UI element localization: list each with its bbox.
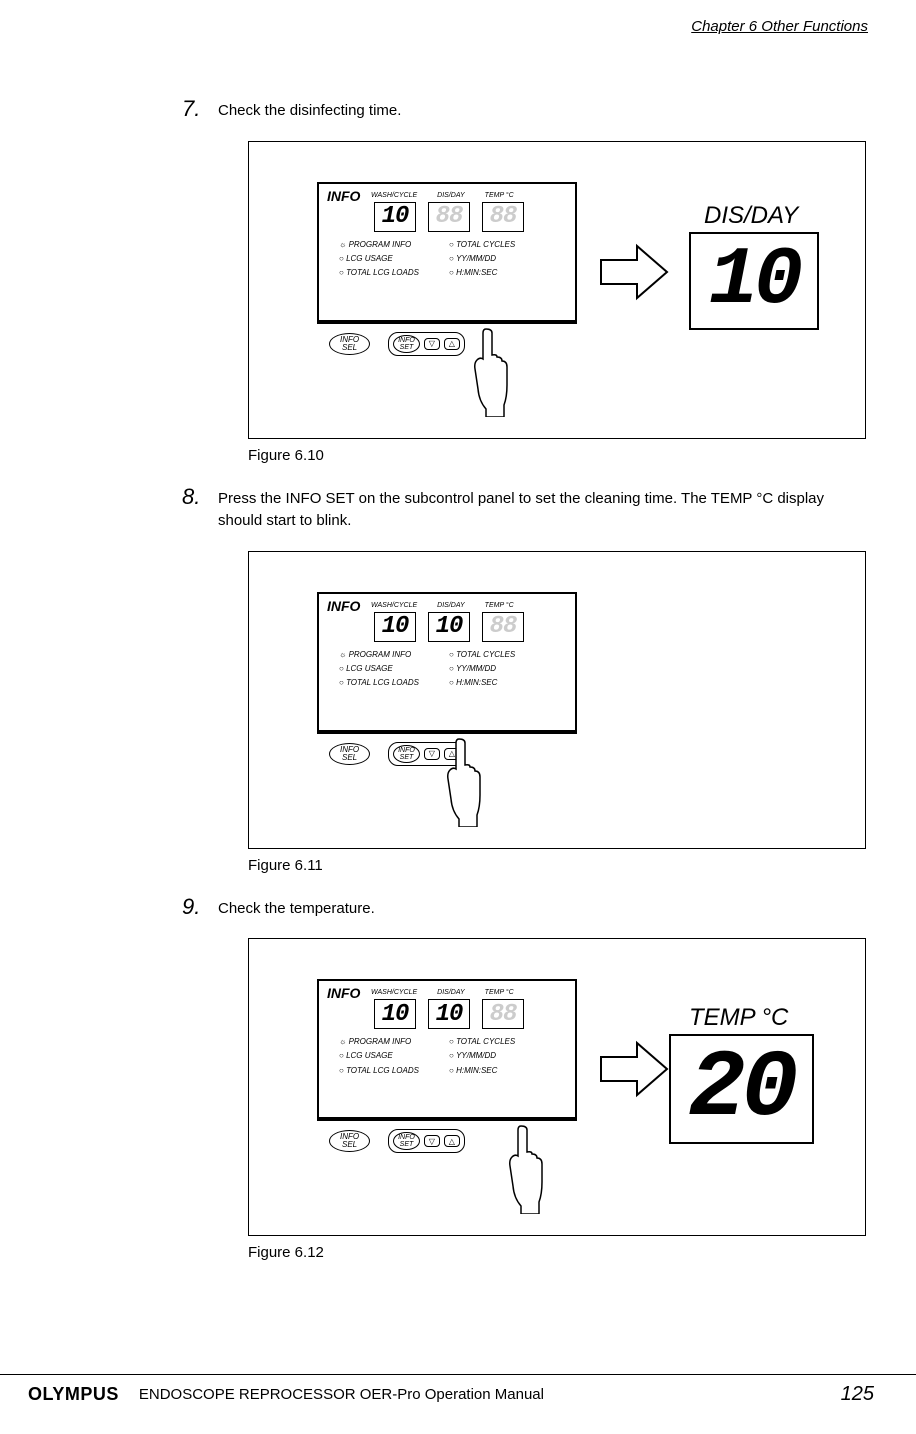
callout-display: 20 xyxy=(669,1034,814,1144)
column-label: WASH/CYCLE xyxy=(371,602,417,609)
menu-item: TOTAL CYCLES xyxy=(449,648,515,662)
info-set-button[interactable]: INFOSET xyxy=(393,335,420,353)
column-label: WASH/CYCLE xyxy=(371,192,417,199)
menu-item: PROGRAM INFO xyxy=(339,648,449,662)
menu-item: H:MIN:SEC xyxy=(449,1064,497,1078)
step-text: Check the temperature. xyxy=(218,898,870,921)
callout-label: DIS/DAY xyxy=(704,202,798,230)
menu-item: YY/MM/DD xyxy=(449,662,496,676)
column-label: WASH/CYCLE xyxy=(371,989,417,996)
column-label: DIS/DAY xyxy=(437,602,465,609)
callout-label: TEMP °C xyxy=(689,1004,788,1032)
finger-icon xyxy=(472,327,508,417)
chapter-header: Chapter 6 Other Functions xyxy=(691,18,868,35)
finger-icon xyxy=(507,1124,543,1214)
down-button[interactable]: ▽ xyxy=(424,338,440,350)
step-number: 9. xyxy=(182,894,200,920)
menu-item: YY/MM/DD xyxy=(449,1049,496,1063)
step-text: Check the disinfecting time. xyxy=(218,100,870,123)
menu-item: LCG USAGE xyxy=(339,1049,449,1063)
menu-item: PROGRAM INFO xyxy=(339,238,449,252)
step-number: 7. xyxy=(182,96,200,122)
step: 7.Check the disinfecting time.INFOWASH/C… xyxy=(210,100,870,464)
info-label: INFO xyxy=(327,188,360,204)
callout-display: 10 xyxy=(689,232,819,330)
menu-item: YY/MM/DD xyxy=(449,252,496,266)
menu-list: PROGRAM INFOTOTAL CYCLESLCG USAGEYY/MM/D… xyxy=(339,648,515,691)
menu-list: PROGRAM INFOTOTAL CYCLESLCG USAGEYY/MM/D… xyxy=(339,1035,515,1078)
column-label: TEMP °C xyxy=(485,192,514,199)
menu-item: H:MIN:SEC xyxy=(449,266,497,280)
step: 9.Check the temperature.INFOWASH/CYCLEDI… xyxy=(210,898,870,1262)
info-sel-button[interactable]: INFOSEL xyxy=(329,743,370,765)
figure-box: INFO WASH/CYCLE DIS/DAY TEMP °C 10 88 88 PROGRA… xyxy=(248,141,866,439)
lcd-screen: INFO WASH/CYCLE DIS/DAY TEMP °C 10 10 88 PROGRA… xyxy=(317,592,577,732)
info-label: INFO xyxy=(327,985,360,1001)
arrow-icon xyxy=(599,242,669,302)
info-label: INFO xyxy=(327,598,360,614)
figure-caption: Figure 6.12 xyxy=(248,1244,870,1261)
figure-caption: Figure 6.10 xyxy=(248,447,870,464)
menu-item: TOTAL LCG LOADS xyxy=(339,1064,449,1078)
down-button[interactable]: ▽ xyxy=(424,748,440,760)
column-label: DIS/DAY xyxy=(437,989,465,996)
step-text: Press the INFO SET on the subcontrol pan… xyxy=(218,488,870,533)
menu-item: LCG USAGE xyxy=(339,252,449,266)
up-button[interactable]: △ xyxy=(444,1135,460,1147)
lcd-screen: INFO WASH/CYCLE DIS/DAY TEMP °C 10 88 88 PROGRA… xyxy=(317,182,577,322)
seven-segment-display: 88 xyxy=(482,202,524,232)
menu-item: TOTAL CYCLES xyxy=(449,238,515,252)
up-button[interactable]: △ xyxy=(444,338,460,350)
menu-item: H:MIN:SEC xyxy=(449,676,497,690)
seven-segment-display: 10 xyxy=(428,612,470,642)
seven-segment-display: 10 xyxy=(374,612,416,642)
menu-item: TOTAL LCG LOADS xyxy=(339,676,449,690)
menu-item: PROGRAM INFO xyxy=(339,1035,449,1049)
figure-caption: Figure 6.11 xyxy=(248,857,870,874)
seven-segment-display: 88 xyxy=(428,202,470,232)
seven-segment-display: 10 xyxy=(428,999,470,1029)
menu-item: LCG USAGE xyxy=(339,662,449,676)
seven-segment-display: 88 xyxy=(482,999,524,1029)
column-label: TEMP °C xyxy=(485,989,514,996)
page-number: 125 xyxy=(841,1383,874,1406)
down-button[interactable]: ▽ xyxy=(424,1135,440,1147)
info-sel-button[interactable]: INFOSEL xyxy=(329,333,370,355)
info-sel-button[interactable]: INFOSEL xyxy=(329,1130,370,1152)
column-label: TEMP °C xyxy=(485,602,514,609)
step: 8.Press the INFO SET on the subcontrol p… xyxy=(210,488,870,874)
figure-box: INFO WASH/CYCLE DIS/DAY TEMP °C 10 10 88 PROGRA… xyxy=(248,938,866,1236)
step-number: 8. xyxy=(182,484,200,510)
menu-item: TOTAL LCG LOADS xyxy=(339,266,449,280)
seven-segment-display: 88 xyxy=(482,612,524,642)
seven-segment-display: 10 xyxy=(374,202,416,232)
info-set-button[interactable]: INFOSET xyxy=(393,1132,420,1150)
page-footer: OLYMPUS ENDOSCOPE REPROCESSOR OER-Pro Op… xyxy=(0,1374,916,1406)
seven-segment-display: 10 xyxy=(374,999,416,1029)
menu-list: PROGRAM INFOTOTAL CYCLESLCG USAGEYY/MM/D… xyxy=(339,238,515,281)
page-content: 7.Check the disinfecting time.INFOWASH/C… xyxy=(210,100,870,1285)
figure-box: INFO WASH/CYCLE DIS/DAY TEMP °C 10 10 88 PROGRA… xyxy=(248,551,866,849)
brand-logo: OLYMPUS xyxy=(28,1384,119,1405)
footer-title: ENDOSCOPE REPROCESSOR OER-Pro Operation … xyxy=(139,1386,841,1403)
info-set-button[interactable]: INFOSET xyxy=(393,745,420,763)
finger-icon xyxy=(445,737,481,827)
column-label: DIS/DAY xyxy=(437,192,465,199)
menu-item: TOTAL CYCLES xyxy=(449,1035,515,1049)
lcd-screen: INFO WASH/CYCLE DIS/DAY TEMP °C 10 10 88 PROGRA… xyxy=(317,979,577,1119)
arrow-icon xyxy=(599,1039,669,1099)
